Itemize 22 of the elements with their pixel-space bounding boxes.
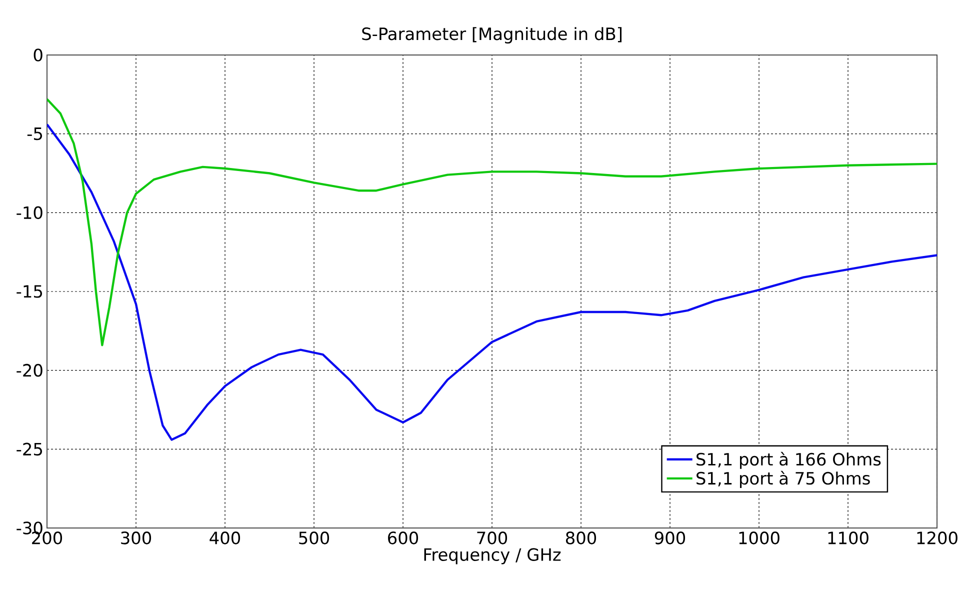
x-tick-label: 800 <box>566 532 596 544</box>
y-tick-label: 0 <box>34 48 42 62</box>
x-tick-label: 1000 <box>739 532 780 544</box>
y-tick-label: -15 <box>16 285 42 298</box>
x-tick-label: 600 <box>388 532 418 544</box>
legend-label: S1,1 port à 75 Ohms <box>696 470 870 488</box>
x-axis-title: Frequency / GHz <box>424 548 561 564</box>
legend-label: S1,1 port à 166 Ohms <box>696 452 881 469</box>
line-series <box>47 123 938 441</box>
x-tick-label: 500 <box>299 532 330 544</box>
x-tick-label: 300 <box>121 532 152 544</box>
y-tick-label: -10 <box>16 206 42 220</box>
x-tick-label: 1100 <box>828 532 868 544</box>
line-series <box>47 98 938 346</box>
chart-title: S-Parameter [Magnitude in dB] <box>362 27 622 44</box>
y-tick-label: -5 <box>27 128 42 140</box>
x-tick-label: 400 <box>210 532 240 544</box>
x-tick-label: 900 <box>654 532 686 544</box>
y-tick-label: -25 <box>16 442 42 456</box>
y-tick-label: -20 <box>16 364 42 377</box>
x-tick-label: 700 <box>477 532 508 544</box>
x-tick-label: 1200 <box>917 532 958 544</box>
